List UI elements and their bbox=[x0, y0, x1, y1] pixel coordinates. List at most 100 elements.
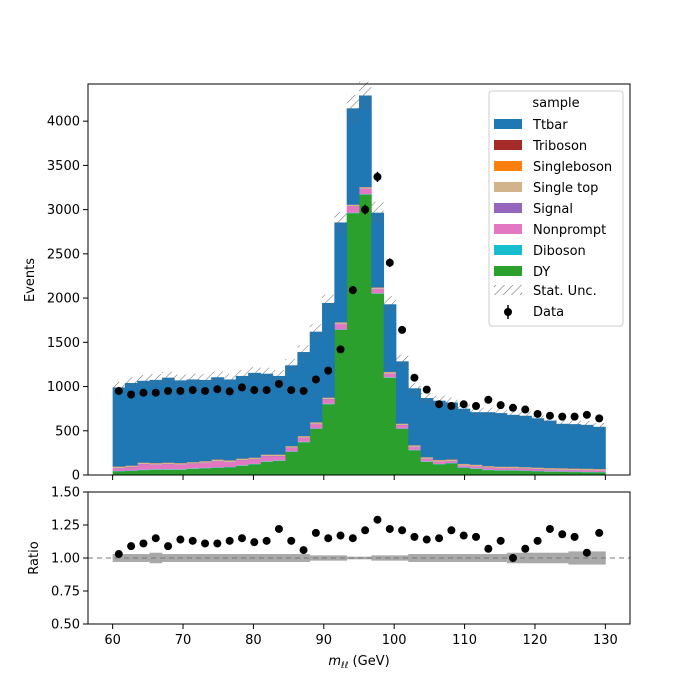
stat-unc-34 bbox=[531, 414, 544, 423]
bar-dy-8 bbox=[211, 467, 224, 475]
bar-single-top-12 bbox=[260, 455, 274, 456]
main-ytick-label-0: 0 bbox=[72, 469, 80, 484]
bar-nonprompt-32 bbox=[506, 468, 520, 471]
bar-dy-23 bbox=[395, 429, 409, 475]
bar-nonprompt-4 bbox=[161, 464, 175, 470]
legend-swatch-dy bbox=[494, 266, 522, 276]
ratio-point-17 bbox=[324, 534, 333, 543]
data-point-10 bbox=[237, 383, 246, 392]
data-point-29 bbox=[472, 402, 481, 410]
stat-unc-3 bbox=[149, 374, 162, 386]
bar-ttbar-10 bbox=[235, 375, 249, 459]
ratio-ytick-label-4: 1.50 bbox=[51, 486, 80, 501]
ratio-point-8 bbox=[213, 539, 222, 548]
data-point-32 bbox=[508, 403, 517, 412]
bar-dy-36 bbox=[556, 471, 569, 475]
ratio-band-1 bbox=[124, 554, 138, 562]
bar-single-top-5 bbox=[174, 463, 187, 465]
bar-single-top-20 bbox=[359, 187, 372, 189]
bar-nonprompt-10 bbox=[235, 460, 249, 466]
bar-nonprompt-33 bbox=[519, 468, 532, 471]
x-axis-label: mℓℓ (GeV) bbox=[328, 654, 389, 671]
bar-dy-6 bbox=[186, 468, 200, 475]
stat-unc-15 bbox=[297, 345, 310, 359]
bar-single-top-37 bbox=[568, 468, 582, 470]
data-point-9 bbox=[225, 387, 234, 396]
bar-ttbar-24 bbox=[408, 388, 421, 446]
ratio-point-1 bbox=[127, 542, 136, 551]
data-point-37 bbox=[570, 412, 579, 421]
legend-label-dy: DY bbox=[533, 265, 550, 280]
bar-dy-30 bbox=[482, 470, 495, 475]
bar-ttbar-28 bbox=[457, 408, 471, 464]
data-point-33 bbox=[521, 405, 530, 414]
bar-single-top-1 bbox=[124, 466, 138, 468]
bar-single-top-9 bbox=[223, 460, 237, 462]
bar-dy-14 bbox=[285, 452, 298, 475]
bar-single-top-25 bbox=[420, 457, 434, 459]
ratio-point-0 bbox=[114, 550, 123, 559]
ratio-point-30 bbox=[484, 544, 493, 553]
bar-ttbar-35 bbox=[543, 420, 557, 469]
bar-dy-7 bbox=[198, 468, 212, 475]
stat-unc-9 bbox=[223, 373, 236, 386]
ratio-y-label: Ratio bbox=[27, 541, 42, 574]
ratio-band-33 bbox=[519, 552, 532, 564]
ratio-band-17 bbox=[322, 555, 335, 561]
bar-nonprompt-34 bbox=[531, 469, 545, 472]
bar-nonprompt-38 bbox=[580, 470, 594, 472]
stat-unc-12 bbox=[260, 367, 273, 380]
main-ytick-label-4: 2000 bbox=[47, 292, 80, 307]
stat-unc-8 bbox=[211, 371, 224, 384]
main-y-ticks: 0 500 1000 1500 2000 2500 3000 3500 4000 bbox=[47, 115, 88, 484]
data-point-16 bbox=[311, 375, 320, 384]
data-point-20 bbox=[361, 205, 370, 214]
bar-ttbar-21 bbox=[371, 212, 385, 288]
bar-dy-9 bbox=[223, 467, 237, 475]
bar-nonprompt-17 bbox=[322, 399, 335, 404]
data-point-30 bbox=[484, 395, 493, 404]
legend-label-nonprompt: Nonprompt bbox=[533, 223, 606, 238]
data-point-22 bbox=[385, 258, 394, 267]
data-points bbox=[114, 171, 604, 423]
bar-dy-31 bbox=[494, 470, 508, 475]
main-ytick-label-6: 3000 bbox=[47, 203, 80, 218]
ratio-band-25 bbox=[420, 554, 434, 562]
main-ytick-label-5: 2500 bbox=[47, 247, 80, 262]
bar-dy-20 bbox=[359, 194, 372, 475]
stat-unc-29 bbox=[469, 407, 483, 417]
ratio-xtick-label-3: 90 bbox=[316, 633, 333, 648]
ratio-point-6 bbox=[188, 536, 197, 545]
bar-nonprompt-12 bbox=[260, 456, 274, 462]
bar-ttbar-23 bbox=[395, 361, 409, 424]
stat-unc-35 bbox=[543, 416, 557, 425]
bar-ttbar-31 bbox=[494, 413, 508, 467]
ratio-band-6 bbox=[186, 554, 200, 562]
bar-dy-32 bbox=[506, 470, 520, 475]
ratio-xtick-label-4: 100 bbox=[382, 633, 407, 648]
bar-ttbar-22 bbox=[383, 304, 397, 372]
ratio-point-35 bbox=[545, 524, 554, 533]
bar-nonprompt-26 bbox=[432, 461, 446, 464]
stat-unc-6 bbox=[186, 373, 199, 386]
ratio-ytick-label-2: 1.00 bbox=[51, 552, 80, 567]
main-axes-frame bbox=[87, 83, 631, 476]
ratio-point-15 bbox=[299, 546, 308, 555]
bar-dy-26 bbox=[432, 464, 446, 475]
ratio-point-29 bbox=[472, 532, 481, 541]
data-point-31 bbox=[496, 401, 505, 410]
ratio-point-25 bbox=[422, 535, 431, 544]
bar-single-top-17 bbox=[322, 398, 335, 399]
bar-ttbar-20 bbox=[359, 95, 372, 188]
bar-ttbar-27 bbox=[445, 402, 458, 460]
ratio-xtick-label-7: 130 bbox=[593, 633, 618, 648]
bar-nonprompt-28 bbox=[457, 465, 471, 468]
bar-nonprompt-6 bbox=[186, 463, 200, 469]
ratio-band-34 bbox=[531, 552, 545, 564]
ratio-point-38 bbox=[582, 548, 591, 557]
ratio-point-21 bbox=[373, 515, 382, 524]
ratio-point-31 bbox=[496, 536, 505, 545]
bar-nonprompt-18 bbox=[334, 324, 348, 330]
stat-unc-36 bbox=[556, 419, 569, 428]
bar-single-top-36 bbox=[556, 468, 569, 470]
